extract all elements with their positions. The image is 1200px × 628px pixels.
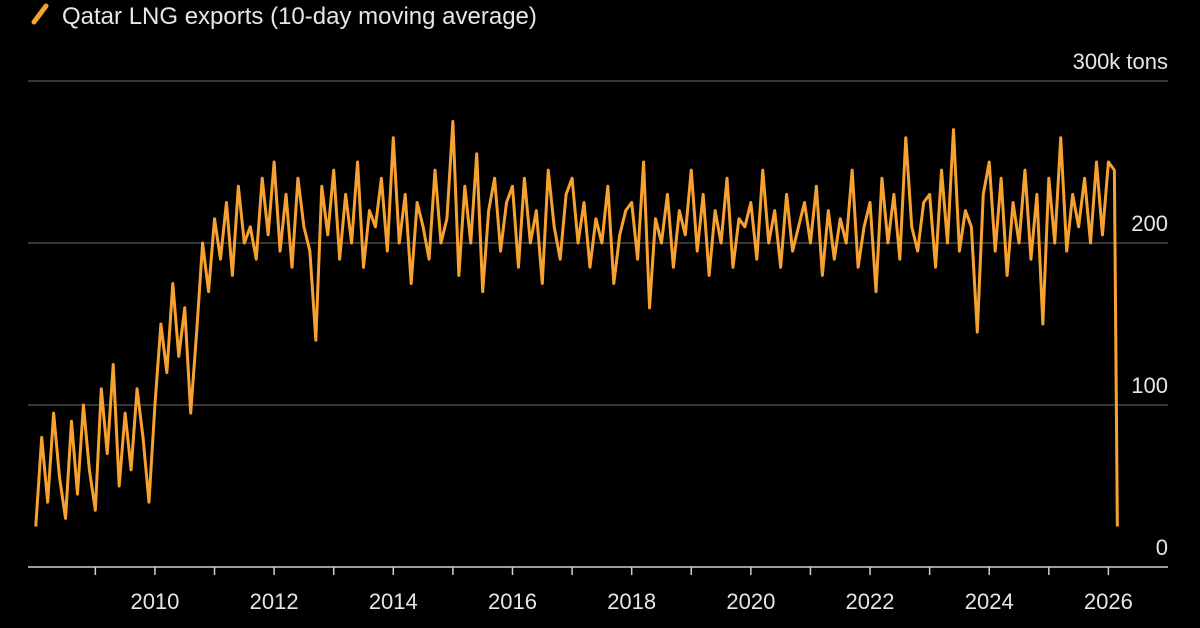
x-tick-label: 2024: [965, 589, 1014, 614]
x-tick-label: 2026: [1084, 589, 1133, 614]
y-tick-label: 200: [1131, 211, 1168, 236]
x-tick-label: 2016: [488, 589, 537, 614]
x-tick-label: 2014: [369, 589, 418, 614]
x-tick-label: 2018: [607, 589, 656, 614]
x-tick-label: 2022: [846, 589, 895, 614]
x-tick-label: 2012: [250, 589, 299, 614]
y-tick-label: 100: [1131, 373, 1168, 398]
y-tick-label: 300k tons: [1073, 49, 1168, 74]
y-tick-label: 0: [1156, 535, 1168, 560]
legend-label: Qatar LNG exports (10-day moving average…: [62, 3, 537, 30]
x-tick-label: 2010: [130, 589, 179, 614]
legend-swatch: [31, 3, 49, 25]
x-tick-label: 2020: [726, 589, 775, 614]
series-line: [34, 120, 1119, 527]
